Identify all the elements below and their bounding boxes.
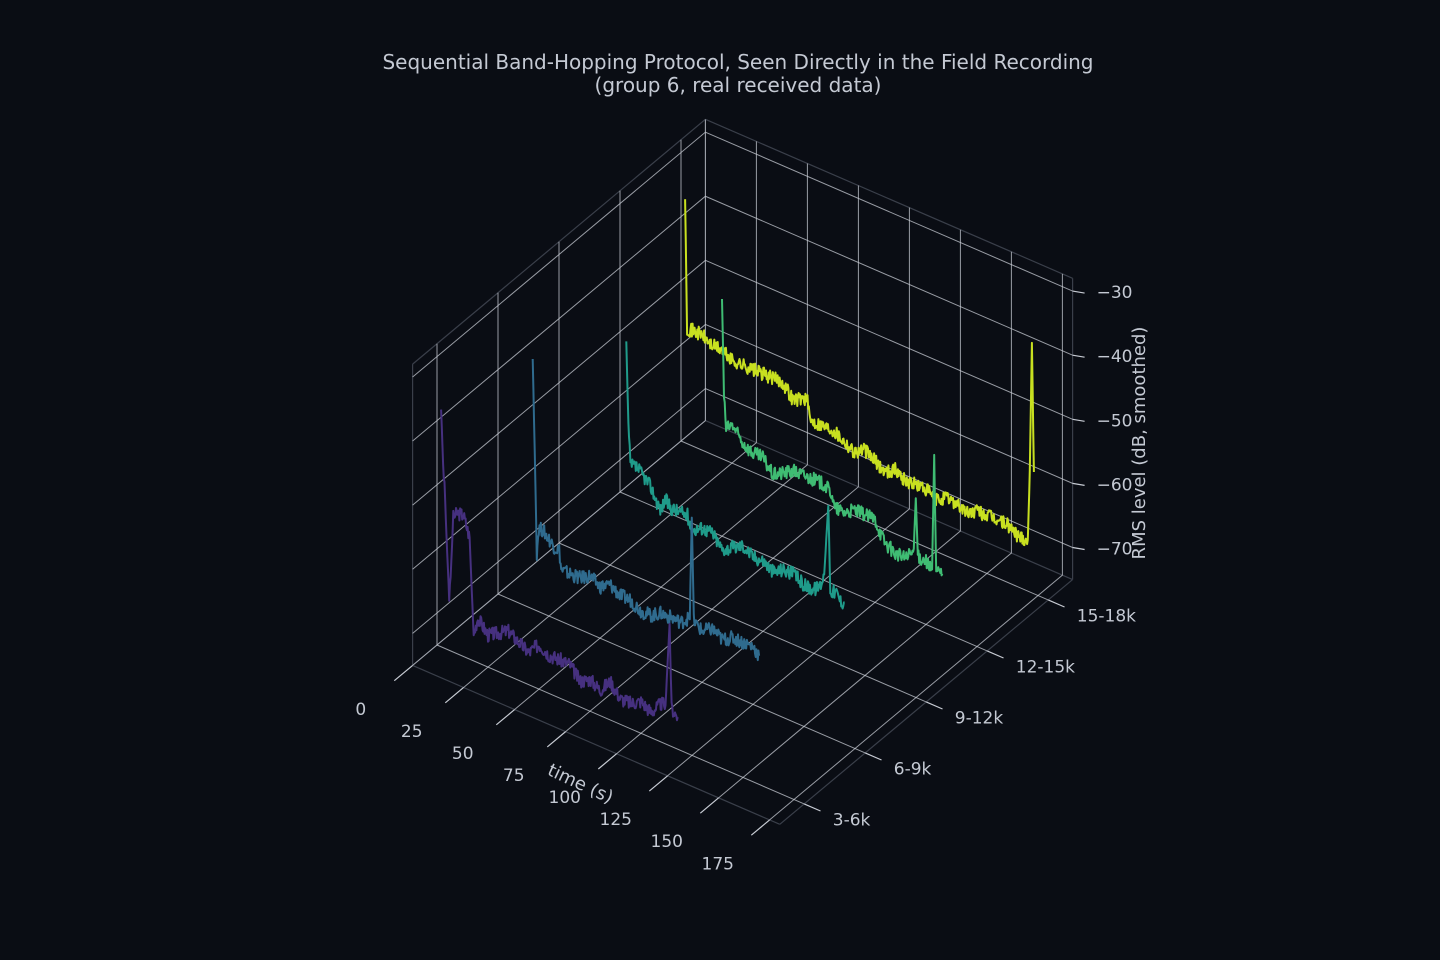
time-tick-label: 125 — [600, 810, 632, 830]
level-tick-label: −30 — [1097, 283, 1133, 303]
time-tick-label: 50 — [452, 744, 474, 764]
axes-grid — [412, 119, 1073, 821]
band-tick-label: 12-15k — [1016, 657, 1075, 677]
level-tick-label: −60 — [1097, 475, 1133, 495]
time-gridline — [769, 273, 1063, 821]
time-gridline — [667, 229, 961, 777]
band-tick-label: 9-12k — [955, 708, 1004, 728]
level-gridline — [412, 131, 1073, 378]
series-line-6-9k — [531, 358, 761, 662]
series-line-3-6k — [440, 409, 679, 722]
time-tick-label: 150 — [651, 832, 683, 852]
band-tick-mark — [864, 752, 882, 761]
time-tick-mark — [495, 709, 515, 726]
band-gridline — [497, 292, 866, 754]
z-axis-label: RMS level (dB, smoothed) — [1129, 327, 1150, 560]
band-tick-mark — [1047, 599, 1065, 608]
series-line-9-12k — [625, 341, 845, 610]
time-gridline — [463, 141, 757, 688]
time-gridline — [616, 207, 910, 755]
level-gridline — [412, 323, 1073, 570]
level-tick-label: −40 — [1097, 347, 1133, 367]
series-line-12-15k — [721, 298, 944, 577]
time-tick-mark — [444, 687, 464, 704]
level-tick-mark — [1072, 546, 1085, 551]
level-tick-label: −50 — [1097, 411, 1133, 431]
level-tick-mark — [1072, 354, 1085, 358]
data-series — [440, 199, 1035, 722]
time-tick-mark — [648, 775, 668, 792]
time-tick-label: 0 — [355, 700, 366, 720]
band-gridline — [436, 343, 805, 805]
level-tick-mark — [1072, 418, 1085, 422]
band-tick-mark — [925, 701, 943, 710]
chart-title-line2: (group 6, real received data) — [595, 73, 882, 97]
time-gridline — [412, 119, 706, 666]
time-tick-mark — [393, 664, 413, 682]
band-tick-label: 6-9k — [894, 759, 932, 779]
time-tick-mark — [750, 819, 770, 836]
band-gridline — [619, 190, 988, 652]
time-gridline — [514, 163, 808, 710]
band-gridline — [680, 139, 1049, 601]
band-gridline — [558, 241, 927, 703]
pane-edge — [705, 118, 1073, 279]
time-tick-label: 75 — [503, 766, 525, 786]
time-gridline — [565, 185, 859, 733]
level-tick-label: −70 — [1097, 539, 1133, 559]
time-tick-label: 25 — [401, 722, 423, 742]
band-tick-mark — [803, 803, 821, 812]
level-gridline — [412, 259, 1073, 506]
band-tick-mark — [986, 650, 1004, 659]
time-tick-label: 175 — [702, 854, 734, 874]
pane-edge — [705, 420, 1073, 581]
band-tick-label: 15-18k — [1077, 606, 1136, 626]
time-tick-mark — [597, 753, 617, 770]
level-gridline — [412, 387, 1073, 634]
level-tick-mark — [1072, 290, 1085, 294]
time-tick-label: 100 — [549, 788, 581, 808]
time-gridline — [718, 251, 1012, 799]
axes-ticks: 0 25 50 75 100 125 150 175 3-6k 6-9k 9-12k 12-15k 15… — [355, 283, 1136, 874]
series-line-15-18k — [684, 199, 1035, 547]
level-gridline — [412, 195, 1073, 442]
band-tick-label: 3-6k — [833, 810, 871, 830]
level-tick-mark — [1072, 482, 1085, 486]
time-tick-mark — [699, 797, 719, 814]
chart-title-line1: Sequential Band-Hopping Protocol, Seen D… — [382, 50, 1093, 74]
time-tick-mark — [546, 731, 566, 748]
